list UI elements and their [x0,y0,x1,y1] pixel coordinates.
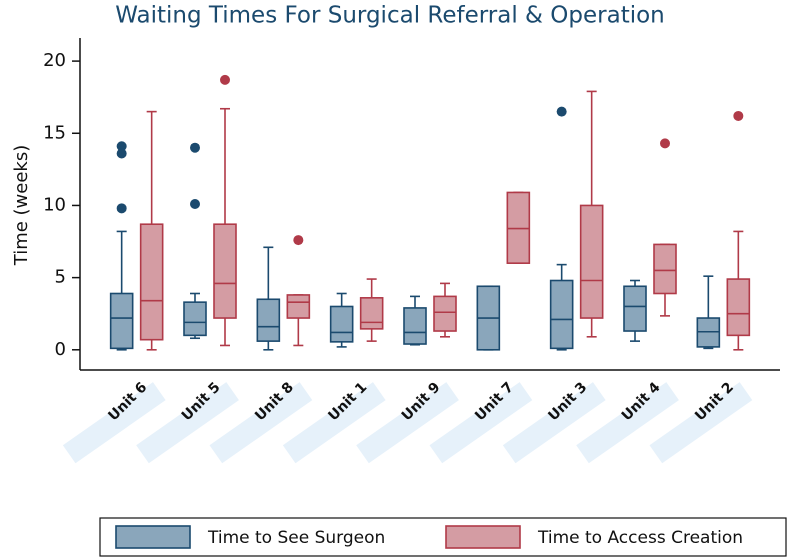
outlier [116,141,127,152]
y-tick-label: 0 [55,339,66,360]
box [286,294,311,319]
label-band [502,382,606,464]
outlier [556,106,567,117]
outlier [660,138,670,149]
box [549,279,574,350]
box [183,301,207,337]
box [359,297,384,330]
box [623,285,647,332]
outlier [190,199,200,209]
outlier [190,142,200,153]
outlier [116,148,127,159]
legend-label: Time to See Surgeon [207,528,385,548]
label-band [282,382,386,464]
box [329,305,354,343]
box [109,292,134,350]
box [726,278,751,337]
box [579,204,604,319]
box [139,223,164,341]
label-band [429,382,533,464]
y-axis-label: Time (weeks) [11,145,32,267]
label-band [576,382,679,464]
box [213,223,237,319]
legend-swatch [115,525,191,549]
y-tick-label: 15 [43,122,66,143]
legend-swatch [445,525,521,549]
outlier [293,235,304,246]
legend-label: Time to Access Creation [537,528,743,548]
y-tick-label: 10 [43,194,66,215]
label-band [62,382,166,464]
label-band [649,382,753,464]
chart-title: Waiting Times For Surgical Referral & Op… [115,3,665,29]
label-band [356,382,459,464]
label-band [136,382,239,464]
label-band [209,382,313,464]
y-tick-label: 5 [55,267,66,288]
legend [99,517,787,557]
outlier [220,74,230,85]
outlier [116,203,127,214]
box [403,307,427,345]
box [653,243,677,295]
box [433,295,457,332]
outlier [733,110,744,121]
box [256,298,281,342]
y-tick-label: 20 [43,50,66,71]
